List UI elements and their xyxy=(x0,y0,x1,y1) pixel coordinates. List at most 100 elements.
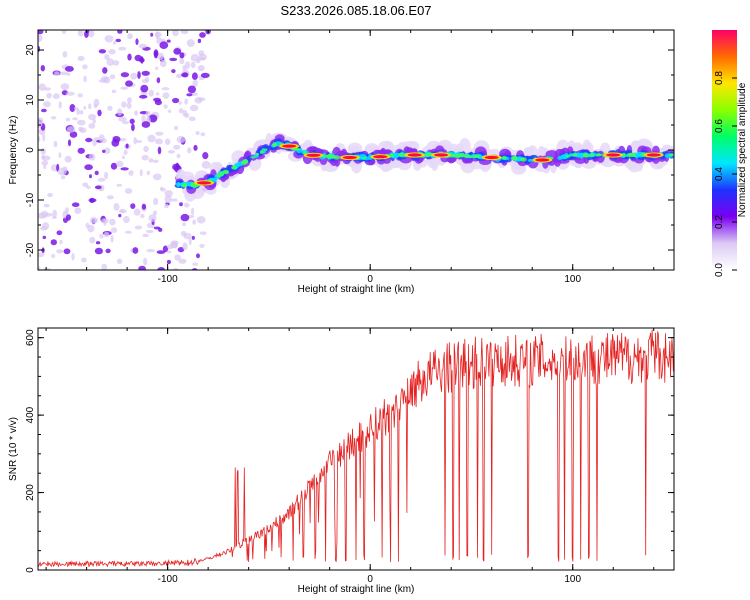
noise-speckle xyxy=(137,71,141,79)
noise-speckle xyxy=(107,105,113,111)
noise-speckle xyxy=(104,35,114,43)
noise-speckle xyxy=(92,138,97,147)
noise-speckle xyxy=(169,57,178,62)
noise-speckle xyxy=(58,152,62,159)
noise-speckle xyxy=(202,152,209,160)
noise-speckle xyxy=(108,49,116,55)
spectral-blob xyxy=(626,153,633,158)
noise-speckle xyxy=(110,227,118,234)
noise-speckle xyxy=(126,102,132,109)
spectral-peak xyxy=(342,155,357,160)
noise-speckle xyxy=(111,139,120,147)
noise-speckle xyxy=(65,207,69,214)
noise-speckle xyxy=(118,138,127,142)
noise-speckle xyxy=(117,108,123,116)
noise-speckle xyxy=(64,66,74,72)
noise-speckle xyxy=(110,235,114,243)
noise-speckle xyxy=(120,167,129,171)
spectral-blob xyxy=(589,152,595,158)
spectral-peak xyxy=(434,153,449,157)
noise-speckle xyxy=(156,77,161,84)
snr-plot-area xyxy=(38,329,674,568)
noise-speckle xyxy=(116,258,123,264)
noise-speckle xyxy=(46,92,52,99)
noise-speckle xyxy=(52,209,57,218)
noise-speckle xyxy=(179,202,183,207)
y-tick-label: 0 xyxy=(25,567,36,573)
noise-speckle xyxy=(38,34,43,42)
noise-speckle xyxy=(145,110,151,117)
noise-speckle xyxy=(64,155,72,163)
noise-speckle xyxy=(140,84,149,93)
noise-speckle xyxy=(60,175,66,180)
spectral-blob xyxy=(573,153,578,157)
noise-speckle xyxy=(199,243,205,248)
noise-speckle xyxy=(148,114,158,123)
noise-speckle xyxy=(187,85,196,94)
noise-speckle xyxy=(122,121,130,125)
spectrogram-area xyxy=(38,30,674,270)
noise-speckle xyxy=(43,164,47,170)
spectral-blob xyxy=(181,184,187,187)
noise-speckle xyxy=(135,140,143,143)
noise-speckle xyxy=(125,143,129,149)
noise-speckle xyxy=(97,177,106,182)
noise-speckle xyxy=(112,40,117,45)
noise-speckle xyxy=(38,117,44,125)
noise-speckle xyxy=(88,123,96,129)
spectral-blob xyxy=(527,158,534,162)
noise-speckle xyxy=(74,207,82,214)
noise-speckle xyxy=(87,30,95,38)
spectral-blob xyxy=(668,153,674,157)
noise-speckle xyxy=(187,147,192,154)
noise-speckle xyxy=(106,58,115,66)
noise-speckle xyxy=(166,244,174,250)
noise-speckle xyxy=(141,70,150,76)
noise-speckle xyxy=(50,116,57,120)
noise-speckle xyxy=(115,38,122,43)
noise-speckle xyxy=(94,185,102,190)
noise-speckle xyxy=(50,239,57,246)
noise-speckle xyxy=(127,53,132,61)
y-tick-label: -20 xyxy=(25,242,36,257)
noise-speckle xyxy=(191,235,195,240)
spectral-blob xyxy=(175,182,182,186)
noise-speckle xyxy=(157,267,165,270)
x-tick-label: -100 xyxy=(158,274,178,285)
spectral-blob xyxy=(537,146,546,158)
noise-speckle xyxy=(171,69,176,74)
y-tick-label: 10 xyxy=(25,94,36,106)
noise-speckle xyxy=(143,145,149,153)
noise-speckle xyxy=(186,93,193,97)
noise-speckle xyxy=(139,169,143,177)
noise-speckle xyxy=(184,61,191,70)
noise-speckle xyxy=(104,171,109,180)
spectral-blob xyxy=(474,154,481,158)
noise-speckle xyxy=(104,54,110,61)
noise-speckle xyxy=(87,224,95,233)
spectral-peak xyxy=(484,155,499,160)
noise-speckle xyxy=(66,214,71,221)
noise-speckle xyxy=(60,83,70,91)
noise-speckle xyxy=(182,109,188,117)
noise-speckle xyxy=(62,51,68,58)
noise-speckle xyxy=(77,147,85,154)
noise-speckle xyxy=(81,257,87,263)
noise-speckle xyxy=(82,182,89,187)
noise-speckle xyxy=(188,237,192,246)
noise-speckle xyxy=(195,130,200,136)
noise-speckle xyxy=(76,108,80,116)
noise-speckle xyxy=(178,101,182,105)
spectral-peak xyxy=(282,144,297,148)
y-tick-label: 400 xyxy=(25,406,36,423)
noise-speckle xyxy=(154,138,164,145)
noise-speckle xyxy=(139,94,148,99)
noise-speckle xyxy=(71,202,80,207)
noise-speckle xyxy=(138,43,147,49)
noise-speckle xyxy=(148,89,154,97)
noise-speckle xyxy=(134,54,142,62)
noise-speckle xyxy=(196,216,206,224)
noise-speckle xyxy=(197,38,202,44)
colorbar-tick-label: 0.6 xyxy=(714,119,725,133)
noise-speckle xyxy=(84,164,93,171)
